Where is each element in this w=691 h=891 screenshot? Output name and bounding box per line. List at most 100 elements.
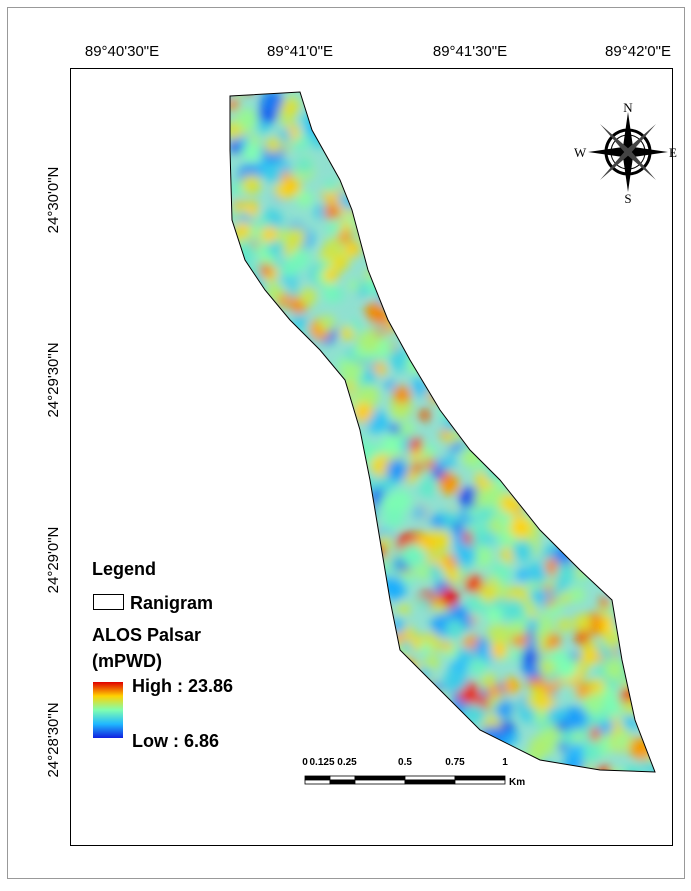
raster-cell: [564, 421, 577, 434]
raster-cell: [602, 524, 618, 541]
raster-cell: [260, 427, 277, 444]
raster-cell: [626, 338, 644, 355]
lon-label: 89°42'0"E: [605, 43, 671, 60]
raster-cell: [438, 106, 450, 118]
raster-cell: [428, 339, 448, 359]
raster-cell: [235, 571, 256, 592]
raster-cell: [314, 557, 339, 582]
raster-cell: [373, 762, 385, 772]
raster-cell: [302, 585, 321, 604]
raster-cell: [234, 540, 246, 553]
raster-cell: [327, 509, 338, 520]
raster-cell: [350, 177, 370, 197]
raster-cell: [428, 270, 451, 293]
raster-cell: [259, 519, 271, 532]
raster-cell: [556, 94, 578, 116]
raster-cell: [527, 420, 551, 444]
legend-unit: (mPWD): [92, 651, 162, 671]
raster-cell: [255, 691, 276, 712]
raster-cell: [577, 340, 602, 364]
raster-cell: [445, 618, 465, 639]
raster-cell: [302, 541, 326, 566]
raster-cell: [351, 572, 366, 586]
raster-cell: [544, 496, 561, 513]
raster-cell: [451, 382, 474, 405]
raster-cell: [385, 98, 404, 118]
raster-cell: [242, 92, 254, 95]
raster-cell: [360, 201, 376, 216]
raster-cell: [230, 718, 240, 733]
raster-cell: [344, 582, 360, 599]
raster-cell: [520, 648, 540, 667]
raster-cell: [323, 267, 339, 283]
raster-cell: [393, 690, 413, 710]
raster-cell: [534, 196, 548, 210]
raster-cell: [419, 642, 432, 654]
raster-cell: [230, 765, 239, 772]
raster-cell: [609, 263, 632, 287]
raster-cell: [506, 334, 525, 352]
raster-cell: [623, 587, 635, 599]
raster-cell: [462, 137, 477, 152]
raster-cell: [317, 686, 336, 704]
raster-cell: [344, 92, 358, 102]
raster-cell: [318, 546, 329, 558]
raster-cell: [585, 552, 604, 570]
raster-cell: [309, 472, 324, 487]
raster-cell: [339, 721, 350, 733]
raster-cell: [269, 458, 283, 472]
raster-cell: [270, 643, 291, 664]
raster-cell: [458, 92, 470, 97]
raster-cell: [602, 383, 615, 395]
raster-cell: [488, 236, 502, 250]
raster-cell: [424, 655, 440, 670]
raster-cell: [452, 157, 477, 182]
raster-cell: [427, 742, 439, 754]
raster-cell: [230, 498, 251, 521]
compass-s: S: [624, 191, 631, 206]
raster-cell: [435, 360, 455, 379]
raster-cell: [469, 657, 488, 676]
raster-cell: [613, 245, 637, 268]
raster-cell: [272, 544, 291, 563]
raster-cell: [576, 433, 592, 449]
raster-cell: [612, 255, 629, 273]
raster-cell: [296, 459, 316, 479]
raster-cell: [285, 647, 298, 660]
raster-cell: [634, 426, 653, 446]
raster-cell: [235, 650, 256, 671]
raster-cell: [441, 736, 456, 751]
raster-cell: [445, 240, 469, 264]
raster-cell: [474, 525, 491, 542]
scale-unit: Km: [509, 777, 525, 788]
raster-cell: [235, 768, 249, 772]
raster-cell: [458, 149, 469, 160]
raster-cell: [340, 428, 355, 443]
raster-cell: [264, 445, 284, 465]
raster-cell: [266, 645, 281, 661]
raster-cell: [247, 714, 259, 726]
raster-cell: [594, 528, 615, 549]
raster-cell: [586, 488, 601, 503]
scale-seg: [329, 779, 356, 785]
raster-cell: [551, 363, 565, 378]
raster-cell: [407, 127, 429, 149]
raster-cell: [366, 223, 388, 245]
raster-cell: [458, 360, 475, 376]
scale-seg: [454, 775, 506, 781]
raster-cell: [339, 665, 353, 678]
raster-cell: [324, 180, 338, 194]
raster-cell: [385, 458, 409, 482]
raster-cell: [232, 381, 247, 396]
raster-cell: [482, 381, 495, 393]
raster-cell: [598, 562, 618, 582]
raster-cell: [638, 398, 650, 409]
raster-cell: [417, 674, 436, 693]
raster-cell: [557, 92, 581, 108]
raster-cell: [437, 718, 450, 731]
raster-cell: [285, 535, 309, 558]
raster-cell: [524, 599, 536, 612]
raster-cell: [634, 552, 650, 568]
raster-cell: [635, 221, 655, 244]
